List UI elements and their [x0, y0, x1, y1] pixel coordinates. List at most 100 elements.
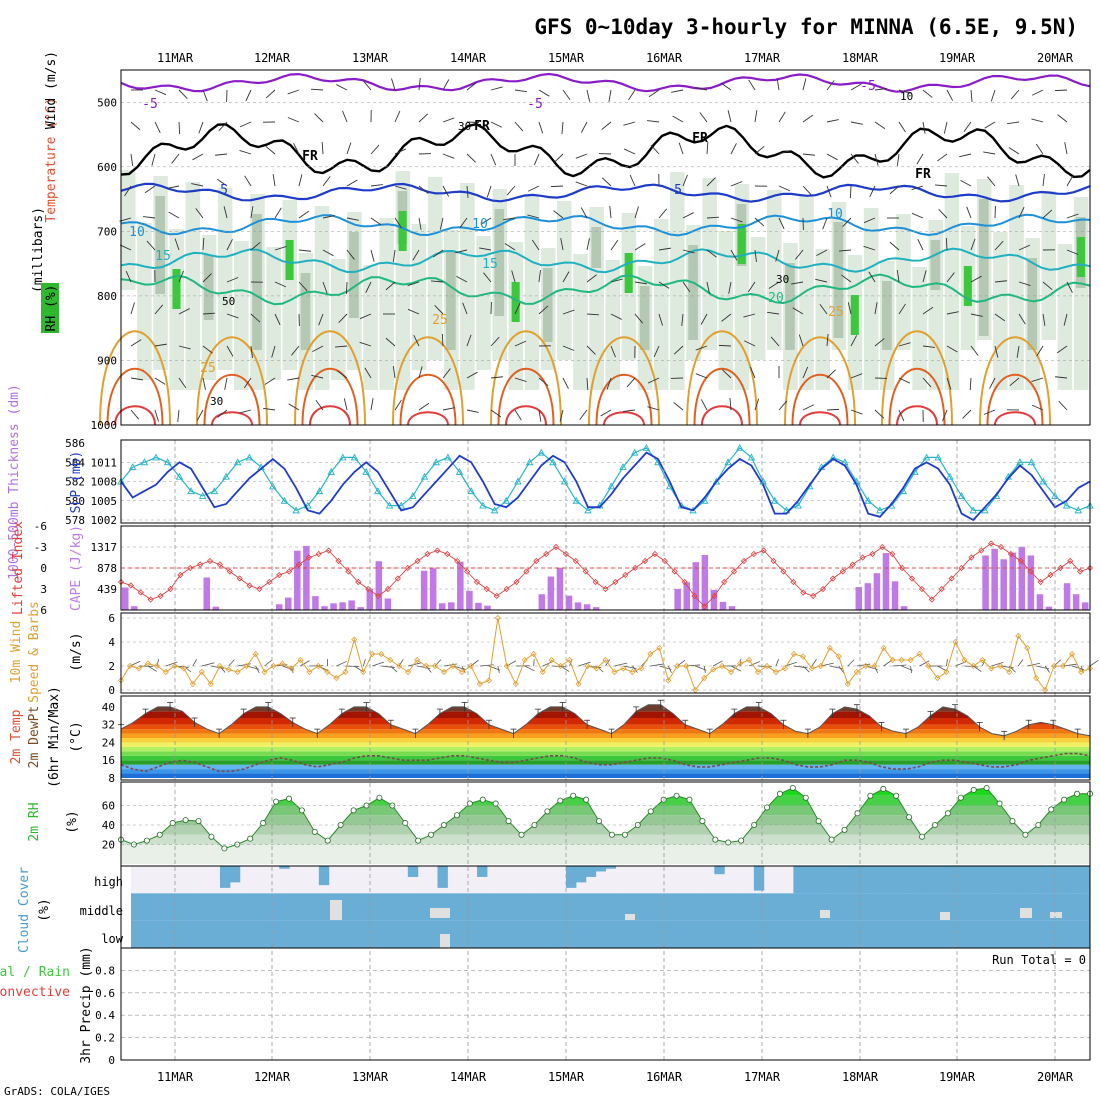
rh-shade: [653, 219, 669, 390]
cloud-bar-low: [654, 920, 666, 948]
wind-barb: [359, 313, 372, 320]
wind-barb: [826, 153, 838, 161]
wind-barb: [946, 272, 955, 283]
wind-barb: [610, 345, 616, 358]
ylabel-precip: 3hr Precip (mm): [79, 946, 94, 1063]
wind-barb: [178, 121, 181, 135]
wind-barb: [791, 281, 804, 285]
wind-speed-point: [1042, 686, 1049, 694]
wind-barb: [682, 174, 688, 187]
wind-barb-10m: [524, 665, 535, 672]
wind-speed-point: [710, 666, 717, 673]
rh-shade: [427, 177, 443, 360]
wind-barb: [239, 150, 252, 155]
wind-barb: [850, 153, 859, 164]
wind-barb: [850, 335, 858, 347]
wind-barb: [125, 270, 132, 283]
cloud-bar-low: [684, 920, 696, 948]
cape-bar: [375, 561, 383, 610]
wind-barb: [370, 249, 375, 262]
li-point: [849, 561, 856, 568]
li-point: [454, 557, 461, 565]
wind-barb: [1066, 281, 1073, 293]
rh-shade: [169, 229, 184, 390]
warm-contour: [392, 336, 464, 426]
thickness-tick: 586: [65, 437, 85, 450]
rh-shade-dark: [688, 245, 698, 340]
wind-speed-point: [207, 680, 214, 688]
wind-barb: [1064, 142, 1068, 155]
wind-barb: [730, 249, 738, 261]
wind-barb: [514, 377, 527, 382]
cloud-bar-low: [823, 920, 834, 948]
wind-barb: [418, 185, 429, 194]
cloud-bar-middle: [150, 893, 162, 921]
wind-barb-10m: [811, 659, 817, 667]
wind-speed-point: [835, 653, 842, 660]
cloud-bar-middle: [407, 893, 419, 921]
wind-barb: [338, 313, 348, 323]
rh-point: [324, 837, 331, 844]
cloud-bar-middle: [1060, 893, 1071, 921]
wind-barb: [609, 206, 612, 219]
cloud-bar-low: [912, 920, 923, 948]
wind-barb: [298, 249, 311, 252]
isotherm-plus10: [120, 213, 1091, 237]
wind-barb: [863, 217, 876, 224]
rh-point: [828, 836, 835, 843]
thickness-point: [467, 487, 475, 495]
wind-barb: [673, 345, 684, 355]
cloud-bar-low: [150, 920, 162, 948]
rh-point: [260, 820, 267, 827]
rh-point: [725, 839, 732, 846]
wind-barb: [506, 185, 516, 196]
thickness-tick: 580: [65, 495, 85, 508]
cloud-bar-low: [645, 920, 656, 948]
thickness-point: [619, 463, 627, 471]
wind-barb: [962, 409, 972, 419]
thickness-point: [315, 487, 324, 495]
cape-bar: [1036, 594, 1044, 610]
warm-contour: [701, 405, 743, 426]
rh-shade: [573, 254, 588, 390]
thickness-point: [700, 496, 709, 504]
wind-barb: [177, 409, 180, 422]
rh-contour-label: 10: [900, 90, 913, 103]
wind-barb: [562, 89, 571, 100]
wind-speed-point: [1006, 668, 1013, 676]
wind-speed-point: [333, 674, 340, 682]
cloud-bar-middle: [378, 893, 389, 921]
rh-point: [247, 835, 254, 842]
cloud-gap: [1020, 908, 1032, 918]
rh-point: [518, 831, 525, 838]
rh-shade: [767, 190, 782, 350]
wind-barb: [250, 241, 261, 251]
cloud-bar-low: [773, 920, 785, 948]
rh-point: [1022, 831, 1029, 838]
wind-speed-point: [889, 656, 896, 664]
wind-barb: [600, 409, 612, 417]
wind-barb: [226, 277, 239, 283]
wind-barb: [629, 174, 636, 187]
wind-barb: [695, 87, 708, 91]
wind-barb: [217, 409, 228, 418]
wind-speed-point: [1068, 650, 1076, 658]
wind-barb: [346, 217, 359, 221]
cape-bar: [565, 595, 573, 610]
warm-contour: [309, 405, 351, 426]
thickness-point: [607, 482, 616, 490]
warm-contour: [595, 373, 653, 426]
slp-tick: 1011: [91, 456, 118, 469]
cloud-bar-middle: [318, 893, 330, 921]
wind-speed-point: [521, 656, 528, 664]
wind-barb: [538, 121, 544, 134]
cape-bar: [312, 596, 319, 610]
wind-barb: [922, 377, 932, 388]
wind-barb: [775, 249, 780, 262]
warm-contour: [106, 367, 164, 426]
cloud-bar-middle: [1001, 893, 1012, 921]
wind-barb: [850, 121, 863, 125]
wind-barb-10m: [901, 665, 913, 671]
wind-barb: [479, 247, 492, 251]
cape-bar: [366, 588, 374, 610]
